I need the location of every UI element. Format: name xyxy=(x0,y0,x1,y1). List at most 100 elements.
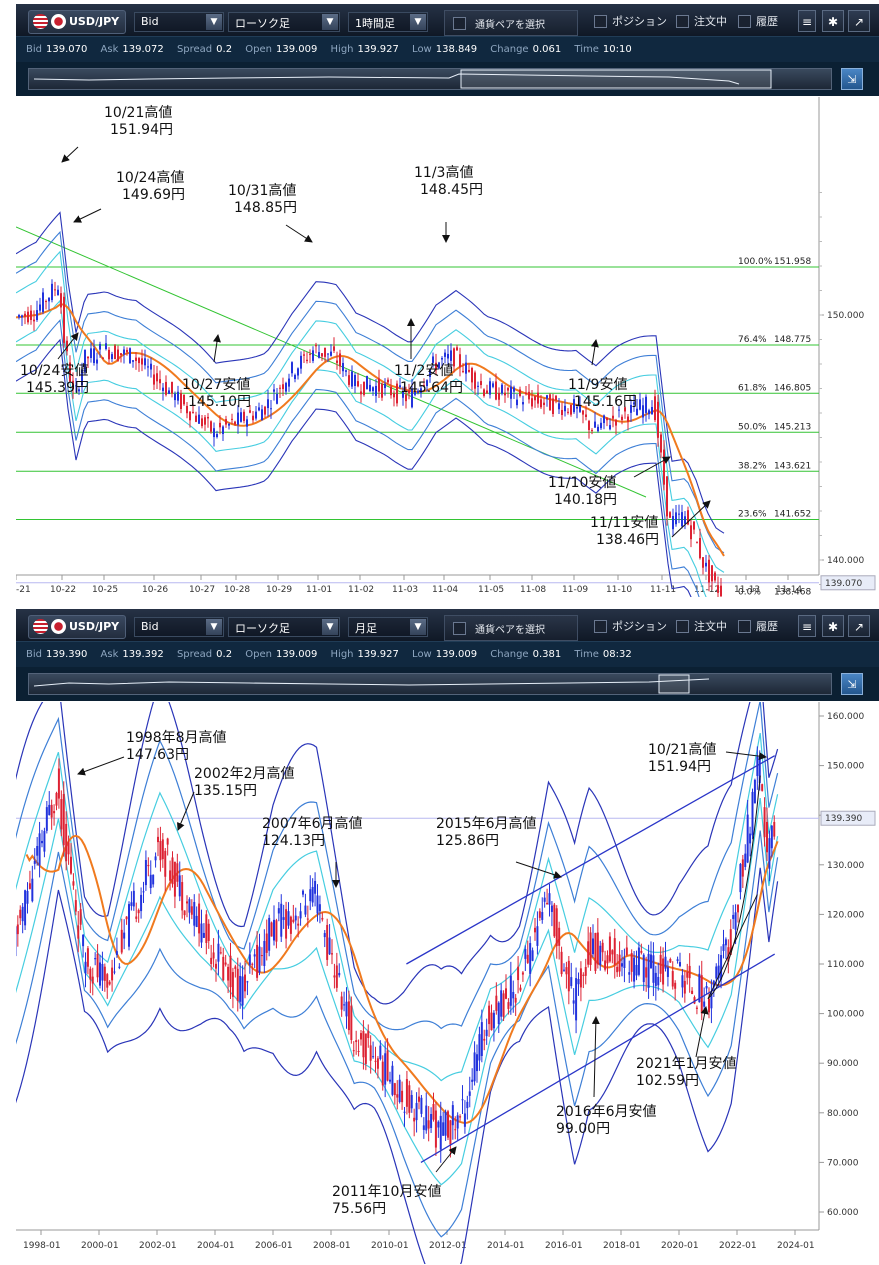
price-type-select[interactable]: Bid ▼ xyxy=(134,617,224,637)
candle-body xyxy=(621,963,623,967)
candle-body xyxy=(48,804,51,816)
candle-body xyxy=(45,807,48,831)
y-tick-label: 60.000 xyxy=(827,1208,859,1218)
x-tick-label: 2002-01 xyxy=(139,1241,177,1251)
candle-body xyxy=(345,370,347,372)
y-tick-label: 90.000 xyxy=(827,1059,859,1069)
candle-body xyxy=(256,944,259,978)
candle-body xyxy=(24,890,27,926)
candle-body xyxy=(589,932,592,965)
y-tick-label: 160.000 xyxy=(827,712,864,722)
positions-checkbox[interactable] xyxy=(594,620,607,633)
candle-body xyxy=(360,391,362,395)
candle-body xyxy=(183,910,186,916)
menu-icon[interactable]: ≡ xyxy=(798,10,816,32)
candle-body xyxy=(50,804,53,818)
candle-body xyxy=(507,387,509,391)
positions-checkbox[interactable] xyxy=(594,15,607,28)
high-label: High xyxy=(330,649,354,660)
candle-body xyxy=(688,965,691,979)
candle-body xyxy=(225,419,227,425)
x-tick-label: 2018-01 xyxy=(603,1241,641,1251)
candle-body xyxy=(159,379,161,384)
select-pair-checkbox[interactable] xyxy=(453,17,466,30)
candle-body xyxy=(69,362,71,382)
candle-body xyxy=(106,974,109,988)
currency-pair-button[interactable]: USD/JPY xyxy=(28,615,126,639)
candle-body xyxy=(215,963,217,969)
candle-body xyxy=(459,354,461,368)
candle-body xyxy=(108,981,111,985)
gear-icon[interactable]: ✱ xyxy=(822,10,844,32)
navigator-mini-chart xyxy=(33,69,772,89)
navigator-window[interactable] xyxy=(658,674,690,694)
history-checkbox[interactable] xyxy=(738,620,751,633)
price-annotation-value: 147.63円 xyxy=(126,747,189,763)
quote-info-bar: Bid 139.390 Ask 139.392 Spread 0.2 Open 139.… xyxy=(16,641,879,668)
x-tick-label: 10-25 xyxy=(92,585,118,595)
candle-body xyxy=(236,968,239,1002)
candle-body xyxy=(63,296,65,343)
candle-body xyxy=(672,515,674,530)
candle-body xyxy=(366,375,368,390)
candle-body xyxy=(261,409,263,421)
candle-body xyxy=(449,1120,452,1145)
candle-body xyxy=(657,401,659,438)
select-pair-checkbox[interactable] xyxy=(453,622,466,635)
candle-body xyxy=(142,891,145,893)
currency-pair-button[interactable]: USD/JPY xyxy=(28,10,126,34)
candle-body xyxy=(192,411,194,413)
candle-body xyxy=(642,954,645,983)
orders-checkbox[interactable] xyxy=(676,620,689,633)
candle-body xyxy=(234,966,237,969)
candle-body xyxy=(72,881,75,886)
candle-body xyxy=(488,1005,491,1025)
candle-body xyxy=(268,917,271,951)
positions-label: ポジション xyxy=(612,620,667,633)
candle-body xyxy=(195,915,198,928)
candle-body xyxy=(123,349,125,355)
annotation-arrow xyxy=(590,339,599,366)
navigator-scrollbar[interactable] xyxy=(28,68,832,90)
popout-icon[interactable]: ↗ xyxy=(848,615,870,637)
chart-toolbar: USD/JPY Bid ▼ ローソク足 ▼ 1時間足 ▼ 通貨ペアを選択 ポジシ… xyxy=(16,4,879,36)
menu-icon[interactable]: ≡ xyxy=(798,615,816,637)
candle-body xyxy=(555,395,557,401)
orders-checkbox[interactable] xyxy=(676,15,689,28)
candle-body xyxy=(604,960,607,970)
open-label: Open xyxy=(245,649,272,660)
candle-body xyxy=(79,909,82,925)
candle-body xyxy=(331,953,333,955)
zoom-fit-icon[interactable]: ⇲ xyxy=(841,673,863,695)
candle-body xyxy=(21,315,23,318)
select-pair-button[interactable]: 通貨ペアを選択 xyxy=(444,615,578,641)
candle-body xyxy=(669,512,671,518)
candle-body xyxy=(582,974,585,976)
timeframe-select[interactable]: 月足 ▼ xyxy=(348,617,428,637)
candle-body xyxy=(654,396,656,421)
candle-body xyxy=(168,390,170,394)
zoom-fit-icon[interactable]: ⇲ xyxy=(841,68,863,90)
x-tick-label: 11-05 xyxy=(478,585,504,595)
candle-body xyxy=(285,909,288,939)
price-type-select[interactable]: Bid ▼ xyxy=(134,12,224,32)
candle-body xyxy=(451,1105,454,1126)
select-pair-button[interactable]: 通貨ペアを選択 xyxy=(444,10,578,36)
candle-body xyxy=(318,352,320,358)
price-annotation-label: 11/11安値 xyxy=(590,515,658,531)
timeframe-select[interactable]: 1時間足 ▼ xyxy=(348,12,428,32)
candle-body xyxy=(558,403,560,410)
history-checkbox[interactable] xyxy=(738,15,751,28)
chart-style-select[interactable]: ローソク足 ▼ xyxy=(228,617,340,637)
gear-icon[interactable]: ✱ xyxy=(822,615,844,637)
navigator-scrollbar[interactable] xyxy=(28,673,832,695)
candle-body xyxy=(186,405,188,414)
chart-style-select[interactable]: ローソク足 ▼ xyxy=(228,12,340,32)
popout-icon[interactable]: ↗ xyxy=(848,10,870,32)
candle-body xyxy=(103,966,106,981)
candle-body xyxy=(695,1007,698,1009)
candle-body xyxy=(717,965,720,979)
candle-body xyxy=(675,512,677,525)
navigator-window[interactable] xyxy=(460,69,772,89)
price-annotation-value: 145.16円 xyxy=(574,394,637,410)
